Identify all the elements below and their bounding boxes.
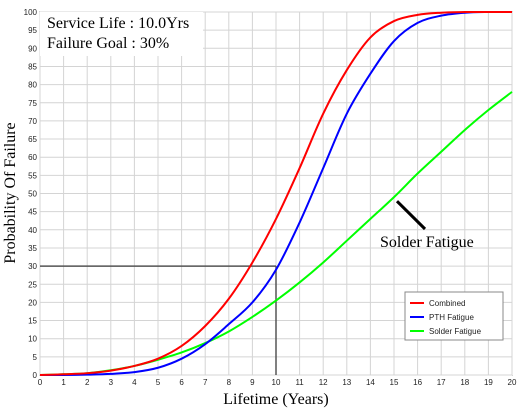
x-tick-label: 18: [460, 378, 469, 387]
y-tick-label: 60: [28, 153, 37, 162]
x-tick-labels: 0 1 2 3 4 5 6 7 8 9 10 11 12 13 14 15 16 17 18 19 20: [38, 378, 517, 387]
y-tick-label: 30: [28, 262, 37, 271]
x-tick-label: 15: [390, 378, 399, 387]
y-tick-label: 85: [28, 62, 37, 71]
x-tick-label: 9: [250, 378, 255, 387]
solder-fatigue-callout-arrow: [395, 200, 427, 231]
legend: Combined PTH Fatigue Solder Fatigue: [404, 291, 504, 341]
y-tick-label: 35: [28, 244, 37, 253]
service-life-note: Service Life : 10.0Yrs: [47, 15, 189, 32]
y-tick-label: 25: [28, 280, 37, 289]
x-tick-label: 8: [227, 378, 232, 387]
y-tick-label: 0: [33, 371, 38, 380]
x-tick-label: 10: [272, 378, 281, 387]
x-tick-label: 13: [342, 378, 351, 387]
y-tick-label: 45: [28, 208, 37, 217]
x-tick-label: 0: [38, 378, 43, 387]
y-tick-labels: 0 5 10 15 20 25 30 35 40 45 50 55 60 65 70 75 80 85 90 95 10…: [24, 8, 38, 380]
series-lines: [39, 10, 513, 377]
failure-goal-note: Failure Goal : 30%: [47, 35, 169, 52]
solder-fatigue-callout: Solder Fatigue: [380, 234, 474, 251]
y-axis-title: Probability Of Failure: [2, 122, 19, 263]
x-tick-label: 7: [203, 378, 208, 387]
x-tick-label: 6: [179, 378, 184, 387]
x-tick-label: 4: [132, 378, 137, 387]
y-tick-label: 80: [28, 81, 37, 90]
x-tick-label: 5: [156, 378, 161, 387]
series-line-combined: [39, 10, 512, 376]
x-tick-label: 20: [508, 378, 517, 387]
x-axis-title: Lifetime (Years): [223, 391, 328, 408]
y-tick-label: 100: [24, 8, 38, 17]
y-tick-label: 65: [28, 135, 37, 144]
y-tick-label: 5: [33, 353, 38, 362]
legend-label-combined: Combined: [429, 299, 465, 308]
y-tick-label: 10: [28, 335, 37, 344]
legend-label-pth-fatigue: PTH Fatigue: [429, 313, 474, 322]
y-tick-label: 20: [28, 298, 37, 307]
x-tick-label: 14: [366, 378, 375, 387]
y-tick-label: 75: [28, 99, 37, 108]
series-line-pth-fatigue: [39, 10, 513, 377]
x-tick-label: 12: [319, 378, 328, 387]
annotation-box: [40, 12, 203, 56]
y-tick-label: 40: [28, 226, 37, 235]
x-tick-label: 17: [437, 378, 446, 387]
y-tick-label: 70: [28, 117, 37, 126]
y-tick-label: 50: [28, 190, 37, 199]
x-tick-label: 19: [484, 378, 493, 387]
y-tick-label: 95: [28, 26, 37, 35]
x-tick-label: 3: [109, 378, 114, 387]
grid-lines: [39, 11, 513, 376]
reference-lines: [40, 265, 277, 375]
x-tick-label: 11: [295, 378, 304, 387]
y-tick-label: 55: [28, 171, 37, 180]
x-tick-label: 1: [61, 378, 66, 387]
y-tick-label: 90: [28, 44, 37, 53]
y-tick-label: 15: [28, 317, 37, 326]
legend-label-solder-fatigue: Solder Fatigue: [429, 327, 482, 336]
x-tick-label: 2: [85, 378, 90, 387]
x-tick-label: 16: [413, 378, 422, 387]
